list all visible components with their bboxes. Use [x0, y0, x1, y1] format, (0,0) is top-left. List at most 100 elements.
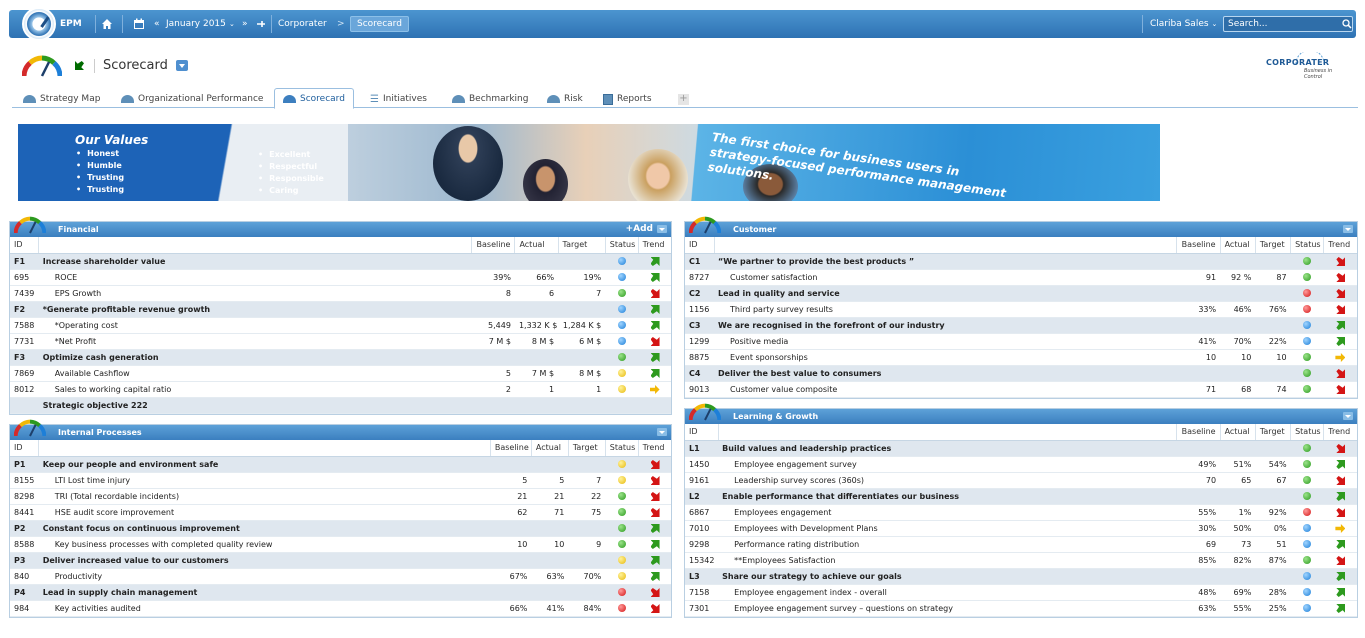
kpi-row[interactable]: 8155 LTI Lost time injury 5 5 7	[10, 472, 671, 489]
kpi-name[interactable]: Customer satisfaction	[714, 269, 1177, 286]
objective-row[interactable]: F1 Increase shareholder value	[10, 253, 671, 270]
kpi-row[interactable]: 9298 Performance rating distribution 69 73 5…	[685, 536, 1357, 553]
kpi-name[interactable]: *Operating cost	[38, 317, 472, 334]
kpi-row[interactable]: 8012 Sales to working capital ratio 2 1 1	[10, 381, 671, 398]
col-name-header[interactable]	[38, 440, 491, 457]
kpi-name[interactable]: Positive media	[714, 333, 1177, 350]
kpi-row[interactable]: 840 Productivity 67% 63% 70%	[10, 568, 671, 585]
search-icon[interactable]	[1342, 10, 1352, 38]
panel-menu-dropdown[interactable]	[1343, 225, 1353, 233]
kpi-name[interactable]: Employees engagement	[718, 504, 1177, 521]
kpi-row[interactable]: 7158 Employee engagement index - overall 4…	[685, 584, 1357, 601]
favorite-arrow-icon[interactable]	[75, 60, 86, 71]
objective-row[interactable]: C4 Deliver the best value to consumers	[685, 365, 1357, 382]
tab-scorecard[interactable]: Scorecard	[274, 88, 354, 109]
objective-row[interactable]: C2 Lead in quality and service	[685, 285, 1357, 302]
objective-name[interactable]: *Generate profitable revenue growth	[38, 301, 472, 318]
objective-name[interactable]: Increase shareholder value	[38, 253, 472, 270]
kpi-name[interactable]: TRI (Total recordable incidents)	[38, 488, 491, 505]
app-name[interactable]: EPM	[60, 19, 82, 29]
kpi-row[interactable]: 7010 Employees with Development Plans 30% 5…	[685, 520, 1357, 537]
kpi-name[interactable]: LTI Lost time injury	[38, 472, 491, 489]
col-target-header[interactable]: Target	[558, 237, 606, 254]
panel-menu-dropdown[interactable]	[1343, 412, 1353, 420]
kpi-row[interactable]: 8298 TRI (Total recordable incidents) 21 21…	[10, 488, 671, 505]
kpi-name[interactable]: Key activities audited	[38, 600, 491, 617]
period-selector[interactable]: January 2015	[166, 19, 226, 29]
col-target-header[interactable]: Target	[1255, 424, 1292, 441]
kpi-name[interactable]: Performance rating distribution	[718, 536, 1177, 553]
objective-name[interactable]: Strategic objective 222	[38, 397, 472, 414]
next-period-button[interactable]: »	[242, 19, 248, 29]
objective-row[interactable]: F3 Optimize cash generation	[10, 349, 671, 366]
kpi-row[interactable]: 8588 Key business processes with complete…	[10, 536, 671, 553]
kpi-row[interactable]: 1299 Positive media 41% 70% 22%	[685, 333, 1357, 350]
kpi-row[interactable]: 9161 Leadership survey scores (360s) 70 65 6…	[685, 472, 1357, 489]
kpi-row[interactable]: 8875 Event sponsorships 10 10 10	[685, 349, 1357, 366]
col-id-header[interactable]: ID	[685, 237, 715, 254]
kpi-name[interactable]: Key business processes with completed qu…	[38, 536, 491, 553]
col-status-header[interactable]: Status	[1290, 237, 1325, 254]
kpi-name[interactable]: Sales to working capital ratio	[38, 381, 472, 398]
breadcrumb-corporater[interactable]: Corporater	[278, 19, 327, 29]
kpi-row[interactable]: 7301 Employee engagement survey – questio…	[685, 600, 1357, 617]
col-actual-header[interactable]: Actual	[514, 237, 559, 254]
col-id-header[interactable]: ID	[685, 424, 719, 441]
kpi-name[interactable]: Employee engagement survey	[718, 456, 1177, 473]
search-input[interactable]	[1223, 16, 1353, 32]
pin-icon[interactable]	[256, 10, 266, 38]
kpi-name[interactable]: Event sponsorships	[714, 349, 1177, 366]
objective-name[interactable]: Optimize cash generation	[38, 349, 472, 366]
kpi-name[interactable]: Productivity	[38, 568, 491, 585]
kpi-name[interactable]: *Net Profit	[38, 333, 472, 350]
kpi-name[interactable]: EPS Growth	[38, 285, 472, 302]
col-id-header[interactable]: ID	[10, 440, 40, 457]
col-name-header[interactable]	[718, 424, 1178, 441]
col-status-header[interactable]: Status	[605, 440, 639, 457]
objective-row[interactable]: P4 Lead in supply chain management	[10, 584, 671, 601]
col-baseline-header[interactable]: Baseline	[1176, 424, 1221, 441]
home-icon[interactable]	[101, 10, 113, 38]
kpi-row[interactable]: 1156 Third party survey results 33% 46% 76%	[685, 301, 1357, 318]
kpi-name[interactable]: Leadership survey scores (360s)	[718, 472, 1177, 489]
col-target-header[interactable]: Target	[1255, 237, 1292, 254]
kpi-row[interactable]: 695 ROCE 39% 66% 19%	[10, 269, 671, 286]
col-name-header[interactable]	[714, 237, 1178, 254]
panel-menu-dropdown[interactable]	[657, 225, 667, 233]
tab-organizational-performance[interactable]: Organizational Performance	[121, 90, 263, 108]
kpi-row[interactable]: 7588 *Operating cost 5,449 1,332 K $1,284 K…	[10, 317, 671, 334]
kpi-row[interactable]: 7869 Available Cashflow 5 7 M $8 M $	[10, 365, 671, 382]
tab-reports[interactable]: Reports	[603, 90, 652, 108]
col-baseline-header[interactable]: Baseline	[471, 237, 516, 254]
col-trend-header[interactable]: Trend	[638, 237, 671, 254]
tab-bechmarking[interactable]: Bechmarking	[452, 90, 528, 108]
kpi-row[interactable]: 15342 **Employees Satisfaction 85% 82% 87%	[685, 552, 1357, 569]
kpi-name[interactable]: Customer value composite	[714, 381, 1177, 398]
kpi-row[interactable]: 6867 Employees engagement 55% 1% 92%	[685, 504, 1357, 521]
objective-name[interactable]: Lead in supply chain management	[38, 584, 491, 601]
col-baseline-header[interactable]: Baseline	[490, 440, 532, 457]
previous-period-button[interactable]: «	[154, 19, 160, 29]
col-trend-header[interactable]: Trend	[1323, 424, 1357, 441]
add-button[interactable]: +Add	[625, 224, 653, 234]
objective-row[interactable]: P1 Keep our people and environment safe	[10, 456, 671, 473]
kpi-name[interactable]: ROCE	[38, 269, 472, 286]
kpi-name[interactable]: HSE audit score improvement	[38, 504, 491, 521]
kpi-name[interactable]: **Employees Satisfaction	[718, 552, 1177, 569]
epm-logo[interactable]	[22, 7, 56, 41]
objective-row[interactable]: P2 Constant focus on continuous improveme…	[10, 520, 671, 537]
tab-initiatives[interactable]: ☰ Initiatives	[370, 93, 427, 105]
col-target-header[interactable]: Target	[568, 440, 606, 457]
objective-name[interactable]: Share our strategy to achieve our goals	[718, 568, 1177, 585]
breadcrumb-scorecard[interactable]: Scorecard	[350, 16, 409, 32]
col-name-header[interactable]	[38, 237, 473, 254]
col-baseline-header[interactable]: Baseline	[1176, 237, 1221, 254]
objective-row[interactable]: Strategic objective 222	[10, 397, 671, 414]
objective-row[interactable]: L1 Build values and leadership practices	[685, 440, 1357, 457]
objective-name[interactable]: Deliver the best value to consumers	[714, 365, 1177, 382]
objective-name[interactable]: Enable performance that differentiates o…	[718, 488, 1177, 505]
chevron-down-icon[interactable]: ⌄	[229, 20, 235, 28]
kpi-row[interactable]: 7439 EPS Growth 8 6 7	[10, 285, 671, 302]
kpi-name[interactable]: Third party survey results	[714, 301, 1177, 318]
col-actual-header[interactable]: Actual	[1220, 424, 1256, 441]
